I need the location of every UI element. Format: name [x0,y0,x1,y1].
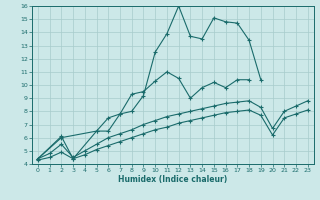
X-axis label: Humidex (Indice chaleur): Humidex (Indice chaleur) [118,175,228,184]
